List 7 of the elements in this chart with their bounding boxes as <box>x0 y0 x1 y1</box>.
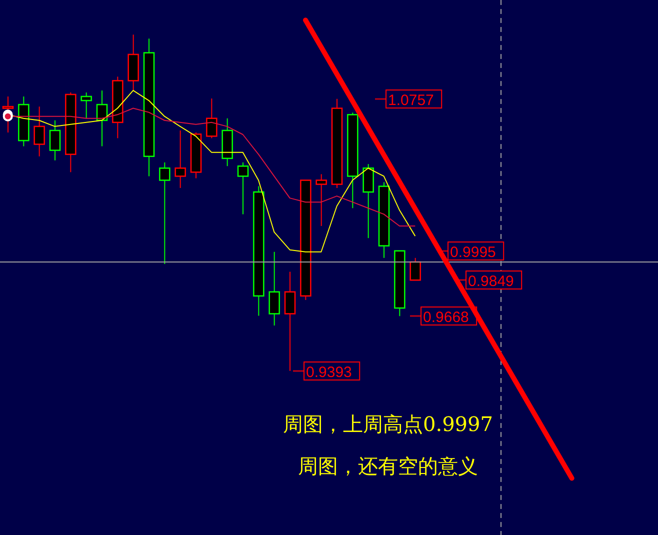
annotation: 0.9393 <box>306 364 352 381</box>
annotation: 1.0757 <box>388 92 434 109</box>
annotation: 0.9668 <box>423 309 469 326</box>
annotation: 0.9995 <box>450 244 496 261</box>
text: 周图，还有空的意义 <box>298 454 478 478</box>
annotation: 0.9849 <box>468 273 514 290</box>
text: 周图，上周高点0.9997 <box>283 412 493 436</box>
